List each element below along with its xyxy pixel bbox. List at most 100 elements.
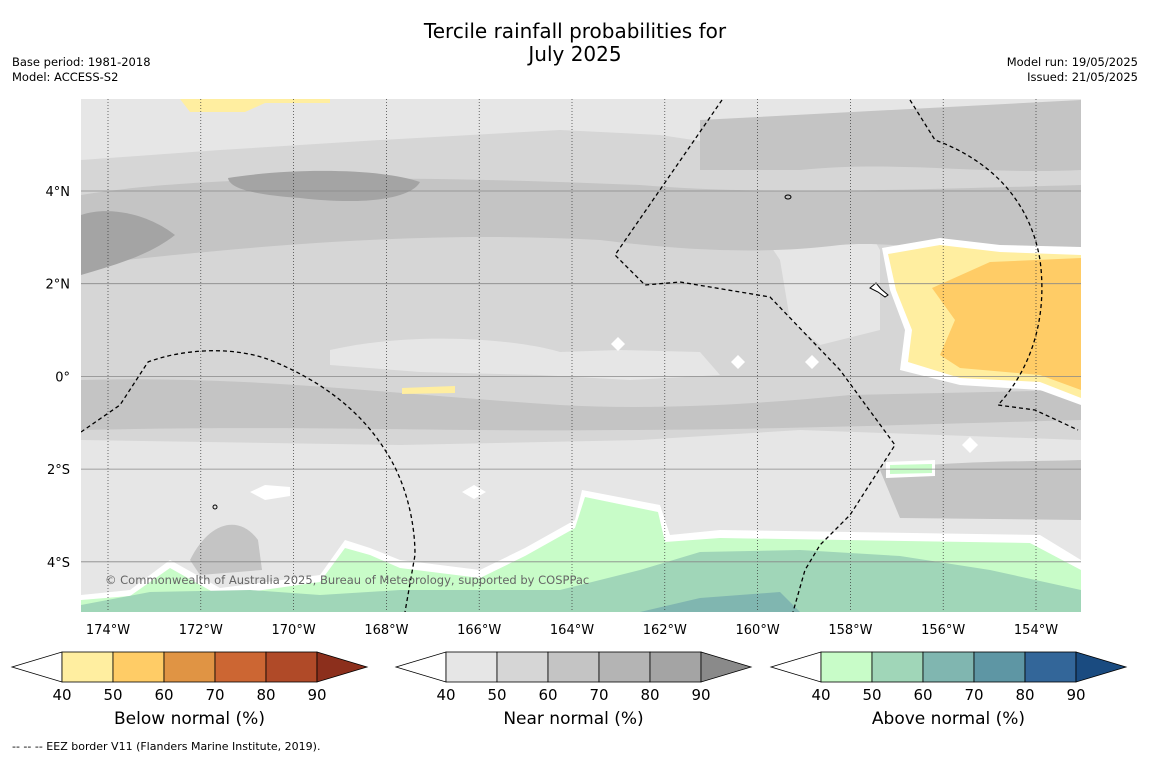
below-normal-north-patch [180,99,330,112]
near-normal-label: Near normal (%) [503,709,644,729]
colorbar-bin [496,651,549,683]
colorbar-bin [61,651,114,683]
map-title-line1: Tercile rainfall probabilities for [423,19,727,43]
below-normal-equator-patch [402,386,455,394]
x-tick-label: 164°W [550,623,594,638]
below-normal-label: Below normal (%) [114,709,265,729]
x-tick-label: 156°W [921,623,965,638]
y-tick-label: 0° [55,370,70,385]
colorbar-bin [214,651,267,683]
map-title-line2: July 2025 [528,42,622,66]
near-normal-80-west [81,211,175,275]
x-tick-label: 162°W [643,623,687,638]
near-normal-60-northeast [700,100,1081,172]
eez-border-west [81,350,416,612]
colorbar-bin [1024,651,1077,683]
y-tick-label: 4°S [47,556,70,571]
x-axis-ticks: 174°W 172°W 170°W 168°W 166°W 164°W 162°W 160°W… [86,623,1058,638]
colorbar-tick-label: 80 [1015,686,1034,704]
eez-legend-note: -- -- -- EEZ border V11 (Flanders Marine… [12,740,321,753]
model-run: Model run: 19/05/2025 [1006,55,1138,69]
colorbar-near-normal: 40 50 60 70 80 90 [394,651,753,704]
colorbar-tick-label: 80 [256,686,275,704]
island-outline-1 [869,282,889,298]
x-tick-label: 168°W [364,623,408,638]
y-axis-ticks: 4°N 2°N 0° 2°S 4°S [46,185,71,571]
colorbar-tick-label: 60 [154,686,173,704]
near-normal-80-band [228,170,420,202]
colorbar-tick-label: 60 [538,686,557,704]
right-info: Model run: 19/05/2025 Issued: 21/05/2025 [1007,55,1138,85]
x-tick-label: 170°W [272,623,316,638]
eez-border-central [614,99,896,612]
y-tick-label: 2°S [47,463,70,478]
colorbar-tick-label: 80 [640,686,659,704]
colorbars: 40 50 60 70 80 90 40 50 60 70 80 90 40 50 60 70 80 90 [10,651,1128,704]
y-tick-label: 2°N [46,278,71,293]
y-tick-label: 4°N [46,185,71,200]
colorbar-bin [820,651,873,683]
above-normal-60 [640,592,800,612]
copyright-notice: © Commonwealth of Australia 2025, Bureau… [105,573,589,587]
colorbar-bin [649,651,702,683]
colorbar-tick-label: 90 [691,686,710,704]
left-info: Base period: 1981-2018 Model: ACCESS-S2 [12,55,151,85]
colorbar-below-normal: 40 50 60 70 80 90 [10,651,369,704]
white-spot-1 [250,485,290,500]
model-name: Model: ACCESS-S2 [12,70,119,84]
x-tick-label: 172°W [179,623,223,638]
colorbar-bin [265,651,318,683]
colorbar-above-normal: 40 50 60 70 80 90 [769,651,1128,704]
eez-border-east [909,99,1079,431]
white-spot-2 [462,485,486,499]
colorbar-min-extension [769,651,822,683]
probability-map: © Commonwealth of Australia 2025, Bureau… [46,99,1081,638]
above-normal-label: Above normal (%) [871,709,1026,729]
colorbar-bin [112,651,165,683]
white-spot-6 [962,437,978,453]
colorbar-bin [973,651,1026,683]
colorbar-tick-label: 50 [862,686,881,704]
map-field [81,99,1081,612]
x-tick-label: 160°W [736,623,780,638]
colorbar-tick-label: 70 [964,686,983,704]
colorbar-bin [163,651,216,683]
island-outline-2 [784,194,792,200]
colorbar-tick-label: 70 [205,686,224,704]
near-normal-40-equator [330,338,720,380]
white-spot-5 [805,355,819,369]
graticule [81,99,1081,612]
colorbar-tick-label: 40 [436,686,455,704]
colorbar-bin [922,651,975,683]
colorbar-min-extension [394,651,447,683]
below-normal-50 [932,258,1081,390]
issued-date: Issued: 21/05/2025 [1027,70,1138,84]
colorbar-tick-label: 60 [913,686,932,704]
x-tick-label: 154°W [1014,623,1058,638]
colorbar-max-extension [1075,651,1128,683]
colorbar-tick-label: 90 [1066,686,1085,704]
colorbar-min-extension [10,651,63,683]
colorbar-bin [871,651,924,683]
colorbar-bin [598,651,651,683]
near-normal-60-south [81,379,1081,431]
colorbar-tick-label: 50 [487,686,506,704]
x-tick-label: 158°W [828,623,872,638]
x-tick-label: 174°W [86,623,130,638]
colorbar-tick-label: 70 [589,686,608,704]
above-normal-50 [81,550,1081,612]
white-spot-4 [731,355,745,369]
x-tick-label: 166°W [457,623,501,638]
near-normal-60-patch [190,524,262,575]
colorbar-tick-label: 90 [307,686,326,704]
colorbar-bin [547,651,600,683]
colorbar-max-extension [316,651,369,683]
colorbar-max-extension [700,651,753,683]
island-outline-3 [212,504,218,510]
white-spot-3 [611,337,625,351]
colorbar-tick-label: 40 [811,686,830,704]
base-period: Base period: 1981-2018 [12,55,151,69]
colorbar-bin [445,651,498,683]
colorbar-tick-label: 50 [103,686,122,704]
colorbar-tick-label: 40 [52,686,71,704]
